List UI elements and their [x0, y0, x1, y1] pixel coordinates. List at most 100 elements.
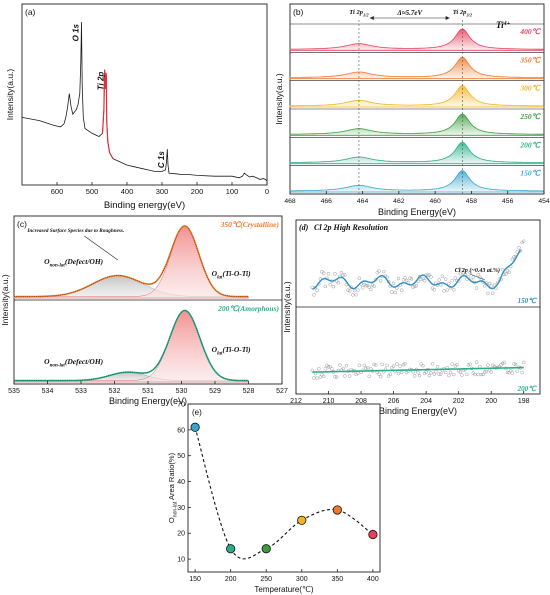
cl2p-point-150	[412, 284, 417, 289]
cl2p-point-150	[482, 284, 487, 288]
cl2p-point-150	[417, 274, 422, 279]
cl2p-point-200	[513, 362, 518, 367]
panel-e-x-tick-label: 400	[367, 576, 379, 583]
cl2p-point-200	[466, 363, 471, 367]
cl2p-point-150	[452, 287, 456, 292]
cl2p-point-150	[521, 239, 526, 244]
cl2p-point-150	[399, 288, 404, 292]
cl2p-point-200	[429, 371, 433, 375]
cl2p-point-150	[372, 284, 376, 289]
cl2p-point-200	[478, 364, 482, 369]
ti2p32-annotation-main: Ti 2p	[453, 9, 467, 16]
ti4-annotation-main: Ti	[496, 20, 504, 30]
cl2p-point-200	[338, 363, 342, 367]
cl2p-point-200	[416, 370, 420, 375]
cl2p-point-150	[364, 283, 368, 288]
cl2p-point-150	[343, 273, 347, 277]
cl2p-point-200	[421, 363, 425, 368]
temperature-label-1: 350℃	[519, 55, 541, 64]
panel-e-ylabel-main: O	[167, 517, 176, 523]
cl2p-point-200	[448, 370, 453, 375]
delta-annotation: Δ≈5.7eV	[396, 9, 423, 17]
cl2p-point-200	[476, 372, 480, 377]
cl2p-point-150	[401, 278, 406, 282]
panel-e-y-tick-label: 20	[177, 531, 185, 538]
delta-arrowhead-right	[445, 16, 450, 20]
cl2p-point-150	[347, 289, 352, 293]
cl2p-point-150	[507, 270, 511, 275]
cl2p-point-200	[450, 362, 454, 366]
panel-c-x-tick-label: 530	[176, 388, 188, 395]
cl2p-point-200	[318, 375, 323, 379]
panel-d-ylabel: Intensity(a.u.)	[282, 281, 292, 333]
panel-a-frame	[21, 3, 268, 186]
panel-e-y-tick-label: 40	[177, 479, 185, 486]
cl2p-point-150	[500, 267, 505, 272]
panel-e-frame	[187, 403, 381, 573]
cl2p-point-150	[476, 273, 480, 277]
cl2p-point-200	[396, 371, 401, 376]
cl2p-point-200	[330, 367, 334, 371]
raw-data-0	[14, 225, 249, 297]
cl2p-point-200	[487, 368, 492, 372]
panel-c-x-tick-label: 527	[276, 388, 288, 395]
cl2p-point-150	[453, 276, 458, 280]
panel-c-x-tick-label: 531	[142, 388, 154, 395]
panel-b-x-tick-label: 466	[321, 198, 333, 205]
panel-d-xlabel: Binding Energy(eV)	[379, 406, 457, 416]
cl2p-point-150	[331, 284, 336, 289]
cl2p-point-150	[487, 281, 492, 286]
cl2p-point-150	[408, 276, 412, 281]
cl-arrow	[469, 273, 486, 281]
panel-a-x-tick-label: 100	[226, 187, 239, 196]
ti2p12-annotation-main: Ti 2p	[349, 9, 363, 16]
panel-d-x-tick-label: 202	[453, 398, 465, 405]
panel-e-x-tick-label: 350	[331, 576, 343, 583]
panel-b-frame	[289, 3, 545, 195]
ti2p32-annotation-sub: 3/2	[465, 13, 472, 18]
temperature-label-3: 250℃	[519, 112, 541, 121]
cl2p-point-150	[378, 279, 383, 283]
cl2p-point-200	[473, 372, 477, 377]
cl2p-point-150	[336, 280, 341, 285]
cl2p-point-200	[333, 374, 337, 379]
cl2p-point-200	[395, 362, 399, 366]
c1s-annotation: C 1s	[157, 151, 166, 168]
cl2p-point-150	[474, 286, 479, 290]
cl2p-point-200	[482, 370, 487, 374]
ti2p-spectrum-0	[289, 28, 545, 51]
panel-a-x-tick-label: 200	[191, 187, 204, 196]
cl2p-point-200	[521, 360, 526, 365]
cl2p-point-200	[502, 360, 506, 365]
panel-d-x-tick-label: 208	[355, 398, 367, 405]
panel-b-x-tick-label: 460	[429, 198, 441, 205]
ti2p12-annotation: Ti 2p1/2	[349, 9, 369, 18]
cl2p-point-150	[422, 278, 427, 283]
ti2p-spectrum-3	[289, 113, 545, 136]
o-nonlat-label-1-main: O	[44, 357, 50, 366]
cl2p-point-150	[390, 290, 394, 294]
o-nonlat-label-0-main: O	[44, 257, 50, 266]
panel-e-y-tick-label: 60	[177, 427, 185, 434]
temperature-label-2: 300℃	[519, 84, 541, 93]
cl2p-point-200	[505, 370, 510, 375]
cl2p-point-150	[339, 270, 344, 275]
cl2p-point-200	[520, 370, 524, 375]
ti2p-background-line	[101, 69, 114, 159]
cl2p-point-200	[447, 373, 451, 378]
cl2p-point-150	[440, 274, 445, 279]
o-lat-label-0-rest: (Ti-O-Ti)	[222, 269, 251, 278]
ratio-point-200	[226, 544, 236, 554]
cl2p-point-150	[354, 292, 358, 297]
cl2p-point-150	[432, 287, 437, 292]
o-lat-label-0-sub: lat	[217, 275, 223, 281]
cl2p-point-200	[385, 363, 389, 368]
panel-c: 350℃(Crystalline)Olat(Ti-O-Ti)Onon-lat(D…	[0, 215, 288, 406]
cl2p-point-150	[373, 277, 378, 282]
panel-d-x-tick-label: 200	[485, 398, 497, 405]
cl2p-point-150	[321, 271, 326, 275]
o-lat-label-1: Olat(Ti-O-Ti)	[212, 345, 251, 357]
temperature-label-4: 200℃	[519, 140, 541, 149]
ti2p-spectrum-1	[289, 56, 545, 80]
panel-a-x-tick-label: 300	[156, 187, 169, 196]
